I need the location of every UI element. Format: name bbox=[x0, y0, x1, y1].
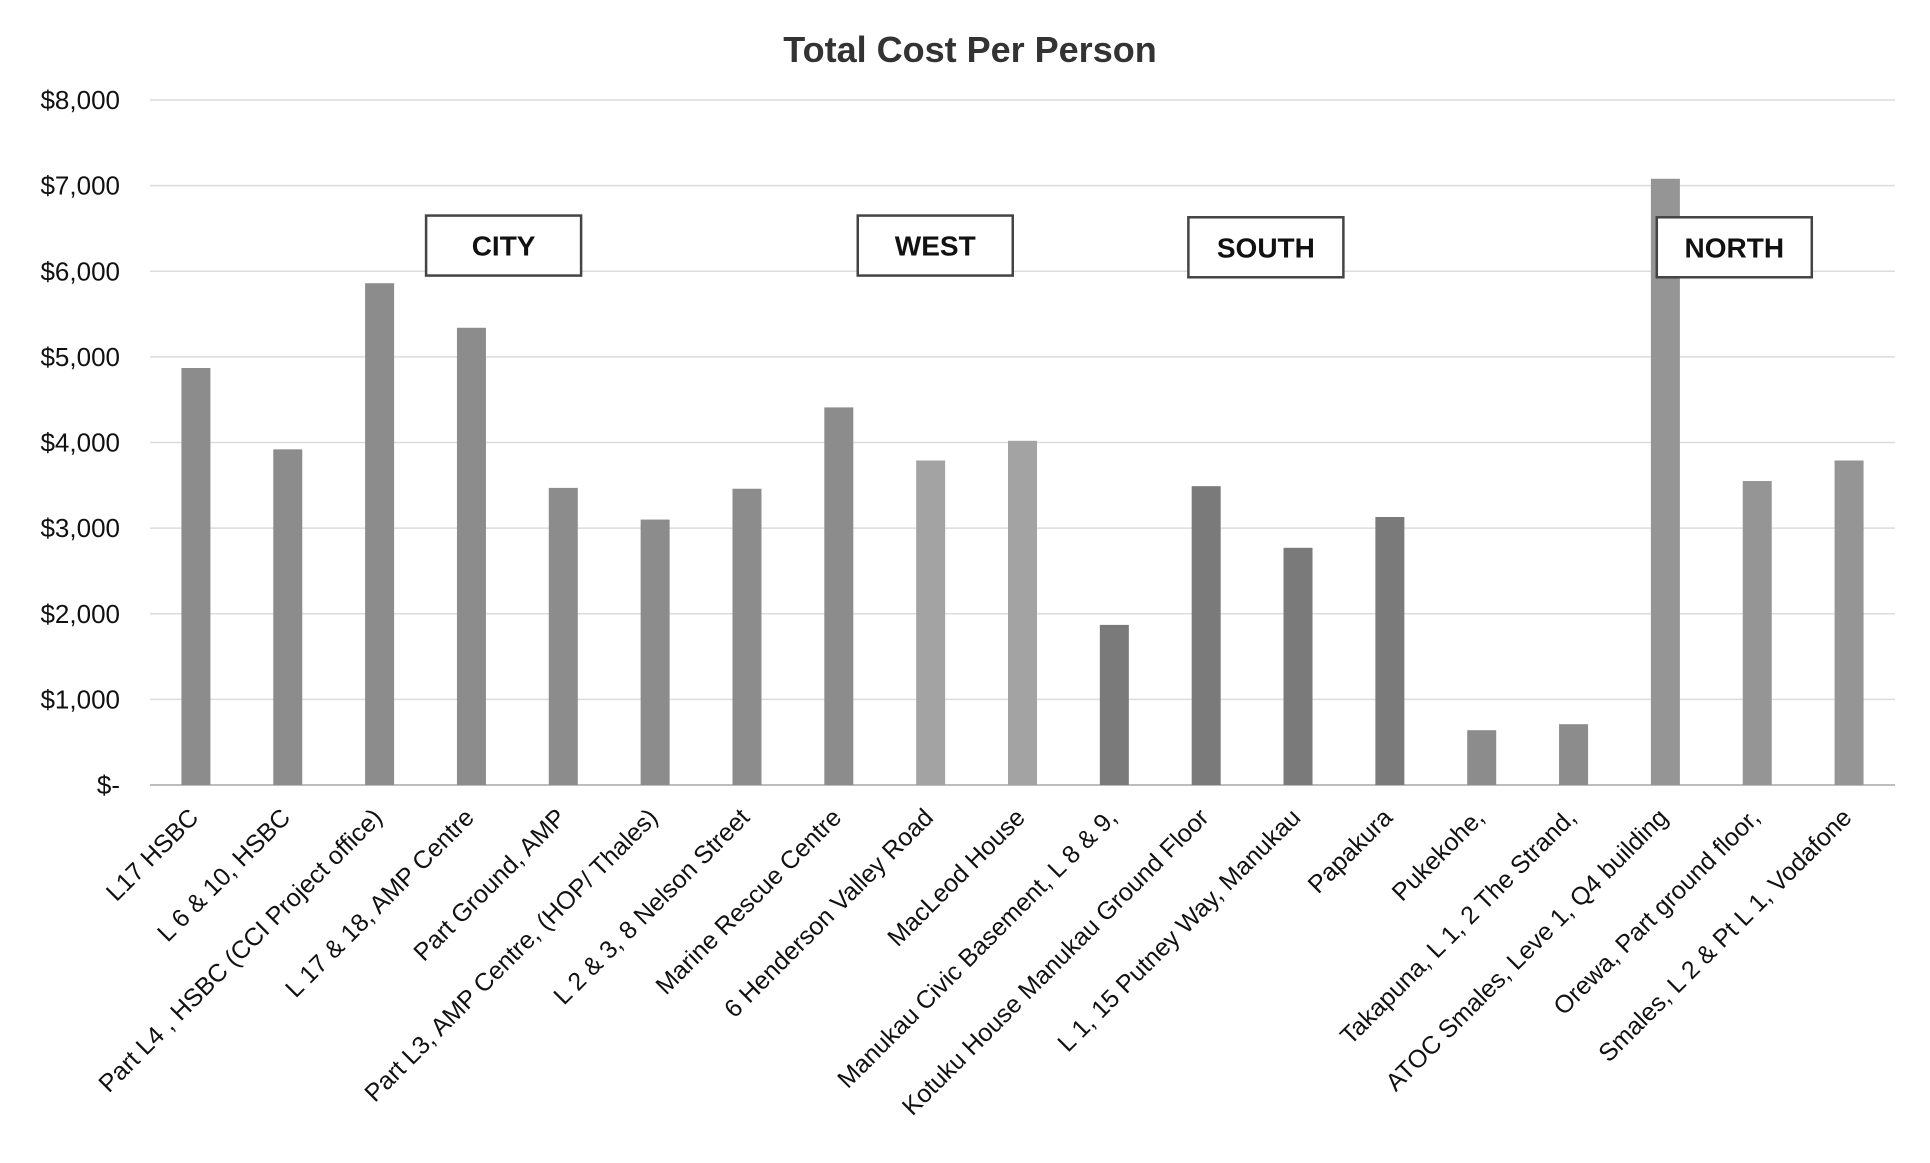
bar bbox=[1008, 440, 1037, 785]
bar bbox=[824, 407, 854, 785]
bar bbox=[732, 488, 762, 785]
region-label-box bbox=[424, 214, 583, 277]
bar bbox=[1650, 178, 1680, 785]
bar bbox=[1467, 730, 1497, 785]
bar bbox=[1742, 481, 1772, 785]
bar bbox=[365, 283, 395, 785]
bar bbox=[181, 368, 211, 785]
y-tick-label: $8,000 bbox=[40, 85, 120, 115]
y-tick-label: $7,000 bbox=[40, 171, 120, 201]
bars bbox=[181, 178, 1864, 785]
bar bbox=[916, 460, 946, 785]
region-label: NORTH bbox=[1685, 232, 1785, 263]
bar bbox=[1834, 460, 1864, 785]
y-axis-tick-labels: $- $1,000 $2,000 $3,000 $4,000 $5,000 $6,000 $7… bbox=[40, 85, 120, 800]
region-label: SOUTH bbox=[1217, 232, 1315, 263]
bar bbox=[1375, 516, 1405, 785]
region-label-box bbox=[1187, 216, 1345, 279]
chart-title: Total Cost Per Person bbox=[783, 29, 1156, 70]
bar bbox=[1559, 724, 1589, 785]
y-tick-label: $4,000 bbox=[40, 428, 120, 458]
region-label-box bbox=[1655, 216, 1814, 279]
region-label: CITY bbox=[472, 231, 536, 262]
y-tick-label: $5,000 bbox=[40, 342, 120, 372]
bar bbox=[1099, 624, 1129, 785]
bar bbox=[1283, 547, 1313, 785]
bar bbox=[640, 519, 670, 785]
y-tick-label: $1,000 bbox=[40, 684, 120, 714]
bar bbox=[1191, 486, 1221, 785]
y-tick-label: $2,000 bbox=[40, 599, 120, 629]
region-label: WEST bbox=[895, 231, 976, 262]
y-tick-label: $- bbox=[97, 770, 120, 800]
bar bbox=[456, 327, 486, 785]
region-label-box bbox=[856, 214, 1014, 277]
bar bbox=[548, 487, 578, 785]
y-tick-label: $3,000 bbox=[40, 513, 120, 543]
region-annotations: CITY WEST SOUTH NORTH bbox=[424, 214, 1814, 279]
y-tick-label: $6,000 bbox=[40, 256, 120, 286]
bar bbox=[273, 449, 303, 785]
